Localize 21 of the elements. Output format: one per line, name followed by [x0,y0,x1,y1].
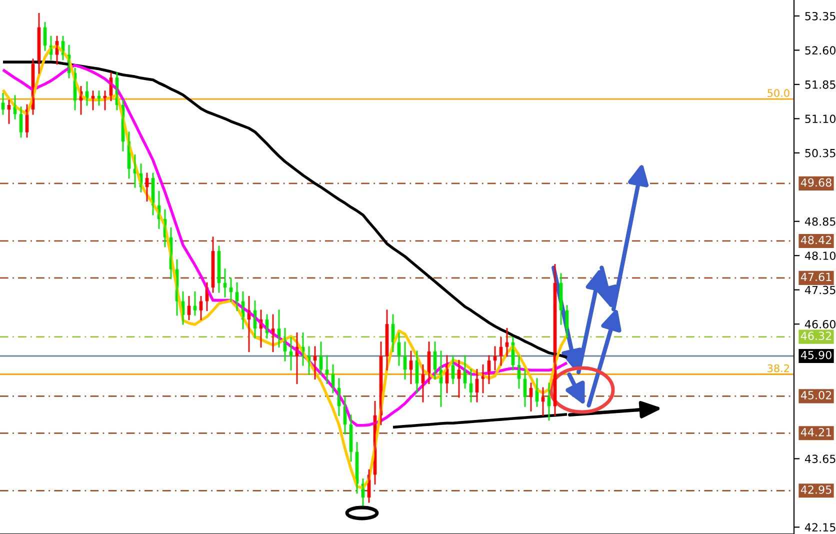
annotation: 50.0 [768,89,790,98]
y-tick-label: 46.60 [804,320,836,328]
y-tick-label: 42.15 [804,523,836,532]
ref-line-label: 42.95 [800,485,832,494]
ref-line-label: 49.68 [800,178,832,187]
y-tick-label: 52.60 [805,46,836,55]
y-tick-label: 50.35 [805,148,836,158]
y-tick-label: 51.10 [805,114,836,124]
ref-line-label: 47.61 [800,272,832,282]
ref-line-label: 45.02 [800,390,832,400]
y-tick-label: 51.85 [805,80,836,89]
ref-line-label: 48.42 [800,236,832,244]
y-tick-label: 48.10 [804,252,836,260]
y-tick-label: 43.65 [804,454,836,464]
annotation: 38.2 [768,364,789,372]
y-tick-label: 47.35 [804,286,836,294]
ref-line-label: 45.90 [800,350,832,360]
ref-line-label: 46.32 [800,332,832,340]
y-tick-label: 48.85 [804,217,836,226]
ref-line-label: 44.21 [800,428,832,436]
y-tick-label: 53.35 [805,12,836,20]
